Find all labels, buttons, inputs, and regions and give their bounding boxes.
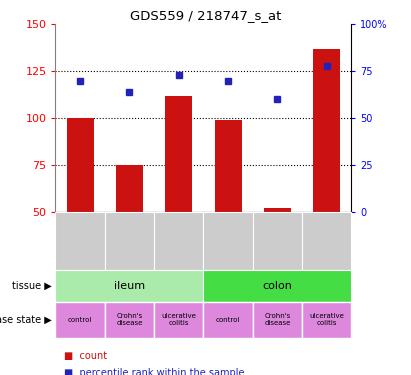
Text: ■  percentile rank within the sample: ■ percentile rank within the sample: [64, 368, 244, 375]
Text: ileum: ileum: [114, 281, 145, 291]
Bar: [55, 212, 351, 375]
Text: control: control: [68, 316, 92, 322]
Bar: [264, 208, 291, 212]
Bar: [67, 118, 94, 212]
Text: Crohn's
disease: Crohn's disease: [116, 313, 143, 326]
Text: disease state ▶: disease state ▶: [0, 315, 51, 325]
Bar: [313, 49, 340, 212]
Bar: [215, 120, 242, 212]
Bar: [165, 96, 192, 212]
Text: ■  count: ■ count: [64, 351, 107, 361]
Text: colon: colon: [263, 281, 292, 291]
Text: ulcerative
colitis: ulcerative colitis: [309, 313, 344, 326]
Text: tissue ▶: tissue ▶: [12, 281, 51, 291]
Text: ulcerative
colitis: ulcerative colitis: [162, 313, 196, 326]
Text: Crohn's
disease: Crohn's disease: [264, 313, 291, 326]
Text: GDS559 / 218747_s_at: GDS559 / 218747_s_at: [130, 9, 281, 22]
Bar: [116, 165, 143, 212]
Text: control: control: [216, 316, 240, 322]
